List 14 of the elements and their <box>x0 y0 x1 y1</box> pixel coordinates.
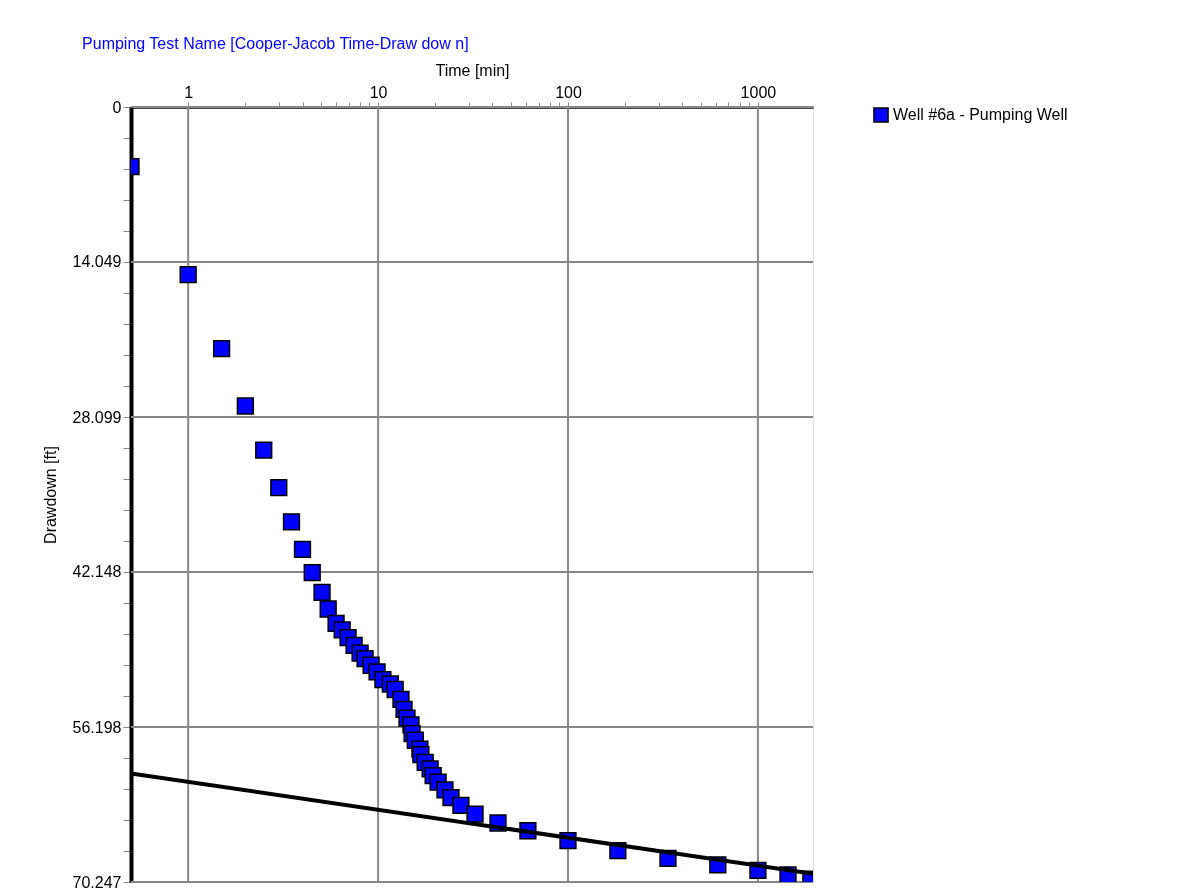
legend-label: Well #6a - Pumping Well <box>893 106 1068 123</box>
y-tick-label: 42.148 <box>72 563 122 581</box>
y-tick-label: 14.049 <box>72 253 122 271</box>
x-tick-label: 1 <box>184 83 194 101</box>
chart-title: Pumping Test Name [Cooper-Jacob Time-Draw dow n] <box>82 35 469 52</box>
y-tick-label: 70.247 <box>72 873 122 891</box>
y-tick-label: 56.198 <box>72 718 122 736</box>
x-tick-label: 10 <box>369 83 388 101</box>
y-tick-label: 28.099 <box>72 408 122 426</box>
y-axis-title: Drawdown [ft] <box>41 446 59 544</box>
x-tick-label: 100 <box>555 83 582 101</box>
x-tick-label: 1000 <box>740 83 777 101</box>
x-axis-title: Time [min] <box>435 61 510 79</box>
y-tick-label: 0 <box>112 98 122 116</box>
